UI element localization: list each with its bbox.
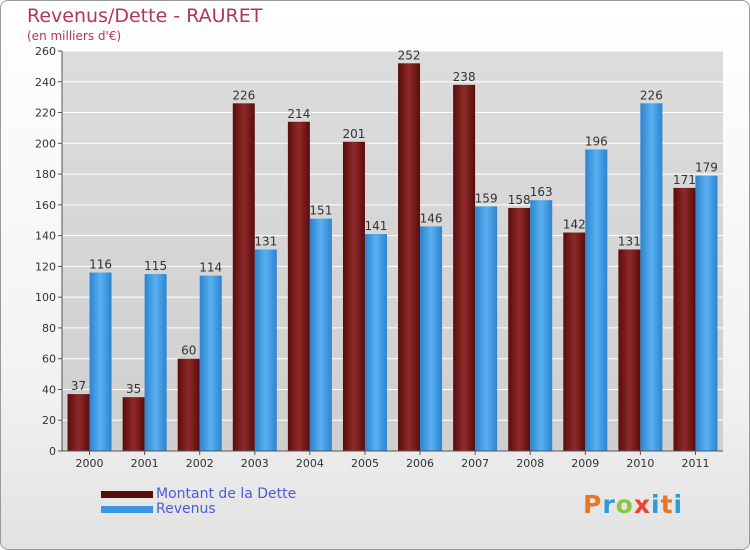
data-labels: 37 116 35 115 60 114 226 131 214 151 201 141 252 146 2… xyxy=(71,48,718,396)
bar-revenus-2001 xyxy=(144,274,167,451)
y-tick-label: 60 xyxy=(42,353,56,366)
bar-dette-2002 xyxy=(177,358,200,451)
data-label-dette-2003: 226 xyxy=(232,88,255,102)
y-tick-label: 0 xyxy=(49,445,56,458)
legend-swatch-dette xyxy=(101,491,153,498)
logo-letter: r xyxy=(602,490,616,519)
bar-revenus-2003 xyxy=(254,249,277,451)
bar-dette-2008 xyxy=(508,207,531,451)
data-label-dette-2006: 252 xyxy=(398,48,421,62)
x-tick-label: 2008 xyxy=(516,457,544,470)
logo-letter: x xyxy=(633,490,651,519)
data-label-revenus-2001: 115 xyxy=(144,259,167,273)
bar-revenus-2009 xyxy=(585,149,608,451)
data-label-revenus-2007: 159 xyxy=(475,191,498,205)
data-label-revenus-2011: 179 xyxy=(695,161,718,175)
y-tick-label: 220 xyxy=(35,107,56,120)
x-tick-label: 2005 xyxy=(351,457,379,470)
data-label-revenus-2005: 141 xyxy=(365,219,388,233)
legend-label-revenus: Revenus xyxy=(156,501,216,517)
bar-revenus-2004 xyxy=(309,218,332,451)
bar-dette-2001 xyxy=(122,397,145,451)
y-tick-label: 120 xyxy=(35,260,56,273)
logo-letter: i xyxy=(651,490,661,519)
bar-dette-2007 xyxy=(453,84,476,451)
data-label-dette-2008: 158 xyxy=(508,193,531,207)
bar-revenus-2010 xyxy=(640,103,663,452)
x-tick-label: 2002 xyxy=(186,457,214,470)
bar-revenus-2011 xyxy=(695,175,718,451)
bar-revenus-2008 xyxy=(530,200,553,451)
bar-revenus-2007 xyxy=(475,206,498,451)
bar-dette-2011 xyxy=(673,187,696,451)
y-tick-label: 100 xyxy=(35,291,56,304)
chart-title: Revenus/Dette - RAURET xyxy=(27,5,263,27)
data-label-dette-2007: 238 xyxy=(453,70,476,84)
chart-subtitle: (en milliers d'€) xyxy=(27,29,122,43)
bar-dette-2004 xyxy=(287,121,310,452)
y-tick-label: 140 xyxy=(35,230,56,243)
x-tick-label: 2001 xyxy=(131,457,159,470)
bar-dette-2009 xyxy=(563,232,586,451)
y-tick-label: 180 xyxy=(35,168,56,181)
data-label-dette-2005: 201 xyxy=(343,127,366,141)
bar-revenus-2000 xyxy=(89,272,112,451)
logo-letter: P xyxy=(583,490,603,519)
y-tick-label: 260 xyxy=(35,45,56,58)
data-label-revenus-2006: 146 xyxy=(420,211,443,225)
x-tick-label: 2009 xyxy=(571,457,599,470)
x-tick-label: 2004 xyxy=(296,457,324,470)
y-tick-label: 200 xyxy=(35,137,56,150)
x-tick-label: 2010 xyxy=(626,457,654,470)
y-tick-label: 20 xyxy=(42,414,56,427)
data-label-revenus-2004: 151 xyxy=(309,204,332,218)
data-label-revenus-2000: 116 xyxy=(89,258,112,272)
data-label-dette-2009: 142 xyxy=(563,218,586,232)
data-label-dette-2011: 171 xyxy=(673,173,696,187)
data-label-dette-2000: 37 xyxy=(71,379,86,393)
legend-label-dette: Montant de la Dette xyxy=(156,486,297,502)
data-label-revenus-2002: 114 xyxy=(199,261,222,275)
bar-dette-2003 xyxy=(232,103,255,452)
y-tick-label: 240 xyxy=(35,76,56,89)
data-label-revenus-2003: 131 xyxy=(254,234,277,248)
plot-area xyxy=(62,51,723,451)
x-tick-label: 2003 xyxy=(241,457,269,470)
x-tick-label: 2007 xyxy=(461,457,489,470)
data-label-dette-2001: 35 xyxy=(126,382,141,396)
logo-letter: t xyxy=(660,490,674,519)
y-tick-label: 40 xyxy=(42,383,56,396)
data-label-dette-2010: 131 xyxy=(618,234,641,248)
data-label-revenus-2010: 226 xyxy=(640,88,663,102)
bar-revenus-2005 xyxy=(364,234,387,451)
legend-swatch-revenus xyxy=(101,506,153,513)
bar-dette-2005 xyxy=(342,141,365,451)
gridlines xyxy=(62,50,723,452)
bar-dette-2010 xyxy=(618,249,641,451)
x-tick-label: 2000 xyxy=(76,457,104,470)
data-label-revenus-2009: 196 xyxy=(585,134,608,148)
bar-dette-2000 xyxy=(67,394,90,451)
y-tick-label: 80 xyxy=(42,322,56,335)
x-tick-label: 2006 xyxy=(406,457,434,470)
bars xyxy=(67,63,718,452)
x-tick-label: 2011 xyxy=(681,457,709,470)
data-label-dette-2004: 214 xyxy=(287,107,310,121)
data-label-revenus-2008: 163 xyxy=(530,185,553,199)
axes: 0 20 40 60 80 100 120 140 160 180 200 220 240 260 2000… xyxy=(35,45,723,470)
logo-letter: o xyxy=(615,490,634,519)
proxiti-logo: Proxiti xyxy=(583,490,683,519)
bar-revenus-2002 xyxy=(199,275,222,451)
y-tick-label: 160 xyxy=(35,199,56,212)
logo-letter: i xyxy=(673,490,684,519)
bar-revenus-2006 xyxy=(420,226,443,451)
data-label-dette-2002: 60 xyxy=(181,344,196,358)
bar-dette-2006 xyxy=(398,63,421,452)
